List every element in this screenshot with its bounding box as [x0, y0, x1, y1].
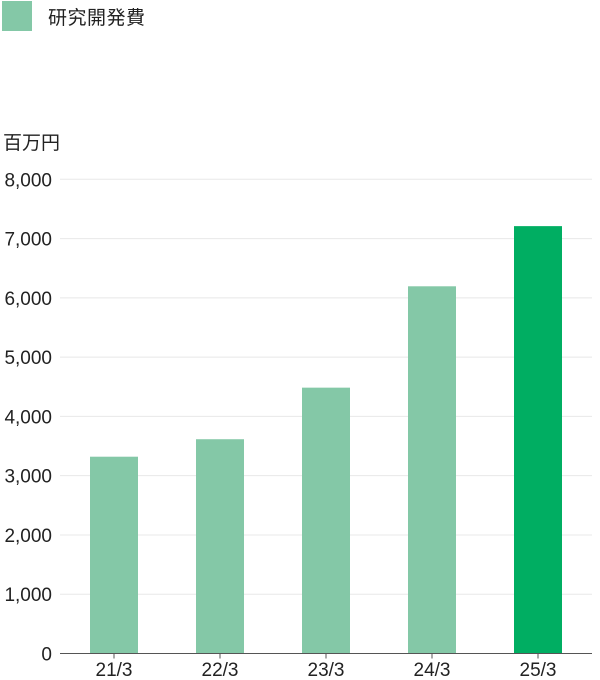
y-tick-label: 7,000: [4, 230, 52, 251]
legend-swatch: [2, 1, 32, 31]
legend-label: 研究開発費: [48, 6, 146, 29]
legend: 研究開発費: [2, 1, 146, 31]
y-tick-label: 1,000: [4, 585, 52, 606]
bar-23-3: [302, 387, 350, 654]
bar-24-3: [408, 286, 456, 654]
x-tick-label: 22/3: [202, 660, 239, 680]
x-tick-label: 24/3: [414, 660, 451, 680]
bar-21-3: [90, 456, 138, 654]
y-tick-label: 6,000: [4, 289, 52, 310]
x-tick-label: 25/3: [520, 660, 557, 680]
y-axis-unit-label: 百万円: [3, 132, 61, 154]
y-tick-label: 2,000: [4, 526, 52, 547]
y-tick-label: 4,000: [4, 407, 52, 428]
x-tick-label: 21/3: [96, 660, 133, 680]
y-tick-label: 3,000: [4, 467, 52, 488]
y-tick-label: 0: [41, 645, 52, 666]
bar-25-3: [514, 226, 562, 654]
y-tick-label: 5,000: [4, 348, 52, 369]
y-tick-label: 8,000: [4, 170, 52, 191]
x-tick-label: 23/3: [308, 660, 345, 680]
bar-22-3: [196, 439, 244, 654]
